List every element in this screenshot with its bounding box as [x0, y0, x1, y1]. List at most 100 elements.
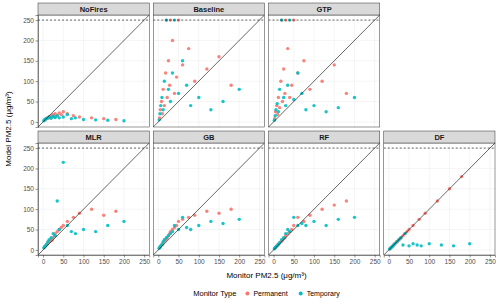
point — [428, 242, 431, 245]
point — [229, 84, 232, 87]
point — [440, 243, 443, 246]
tick: 250 — [255, 255, 266, 265]
panel — [153, 15, 264, 127]
tick: 50 — [27, 226, 38, 233]
point — [163, 104, 166, 107]
point — [193, 79, 196, 82]
point — [114, 118, 117, 121]
point — [58, 228, 61, 231]
point — [312, 104, 315, 107]
point — [407, 244, 410, 247]
point — [292, 224, 295, 227]
tick: 150 — [23, 185, 38, 192]
grid-line — [38, 81, 149, 82]
strip-title: GB — [203, 133, 215, 142]
point — [189, 104, 192, 107]
grid-line — [384, 209, 495, 210]
panel-background — [153, 143, 264, 255]
tick: 50 — [60, 255, 68, 265]
grid-line — [153, 188, 264, 189]
grid-line — [38, 229, 149, 230]
grid-line — [273, 143, 274, 255]
strip — [153, 131, 264, 143]
point — [122, 119, 125, 122]
grid-line — [469, 143, 470, 255]
tick: 0 — [387, 255, 391, 265]
tick-label: 50 — [406, 258, 414, 265]
point — [82, 228, 85, 231]
point — [290, 84, 293, 87]
strip — [384, 131, 495, 143]
panel-background — [269, 143, 380, 255]
point — [106, 224, 109, 227]
cap-line — [384, 148, 495, 149]
grid-line — [63, 143, 64, 255]
strip — [38, 3, 149, 15]
grid-line — [38, 209, 149, 210]
point — [333, 63, 336, 66]
grid-line — [269, 40, 380, 41]
tick-label: 50 — [60, 258, 68, 265]
grid-line — [384, 188, 495, 189]
point — [296, 71, 299, 74]
tick: 50 — [291, 255, 299, 265]
point — [337, 106, 340, 109]
point — [160, 243, 163, 246]
tick-label: 200 — [465, 258, 476, 265]
point — [221, 100, 224, 103]
strip-title: MLR — [86, 133, 103, 142]
tick: 0 — [157, 255, 161, 265]
point — [304, 224, 307, 227]
tick: 50 — [175, 255, 183, 265]
tick-label: 100 — [79, 258, 90, 265]
legend-marker — [245, 292, 249, 296]
tick: 250 — [370, 255, 381, 265]
tick-label: 200 — [23, 165, 34, 172]
tick: 100 — [79, 255, 90, 265]
grid-line — [269, 101, 380, 102]
point — [296, 216, 299, 219]
point — [160, 100, 163, 103]
tick-label: 200 — [119, 258, 130, 265]
tick-label: 150 — [23, 185, 34, 192]
tick-mark — [36, 209, 39, 210]
grid-line — [144, 15, 145, 127]
grid-line — [429, 143, 430, 255]
tick-label: 150 — [23, 57, 34, 64]
tick-label: 0 — [30, 246, 34, 253]
tick-label: 50 — [175, 258, 183, 265]
grid-line — [269, 209, 380, 210]
tick: 150 — [445, 255, 456, 265]
point — [284, 104, 287, 107]
point — [320, 79, 323, 82]
axis-line — [269, 256, 380, 258]
tick: 100 — [424, 255, 435, 265]
grid-line — [123, 15, 124, 127]
y-axis-title: Model PM2.5 (μg/m³) — [4, 91, 13, 167]
grid-line — [259, 15, 260, 127]
panel-border — [384, 143, 495, 255]
tick: 50 — [27, 98, 38, 105]
panel-border — [38, 143, 149, 255]
grid-line — [153, 229, 264, 230]
point — [217, 212, 220, 215]
tick: 250 — [139, 255, 150, 265]
grid-line — [239, 15, 240, 127]
tick-label: 100 — [194, 258, 205, 265]
tick-label: 250 — [23, 145, 34, 152]
grid-line — [384, 148, 495, 149]
point — [159, 104, 162, 107]
grid-line — [38, 168, 149, 169]
grid-line — [38, 20, 149, 21]
grid-line — [103, 143, 104, 255]
tick: 250 — [23, 145, 38, 152]
tick-mark — [36, 148, 39, 149]
grid-line — [314, 15, 315, 127]
tick-mark — [36, 122, 39, 123]
panel: 050100150200250 — [153, 143, 265, 265]
tick: 0 — [42, 255, 46, 265]
point — [205, 67, 208, 70]
point — [66, 113, 69, 116]
marks — [38, 15, 149, 127]
cap-line — [38, 148, 149, 149]
